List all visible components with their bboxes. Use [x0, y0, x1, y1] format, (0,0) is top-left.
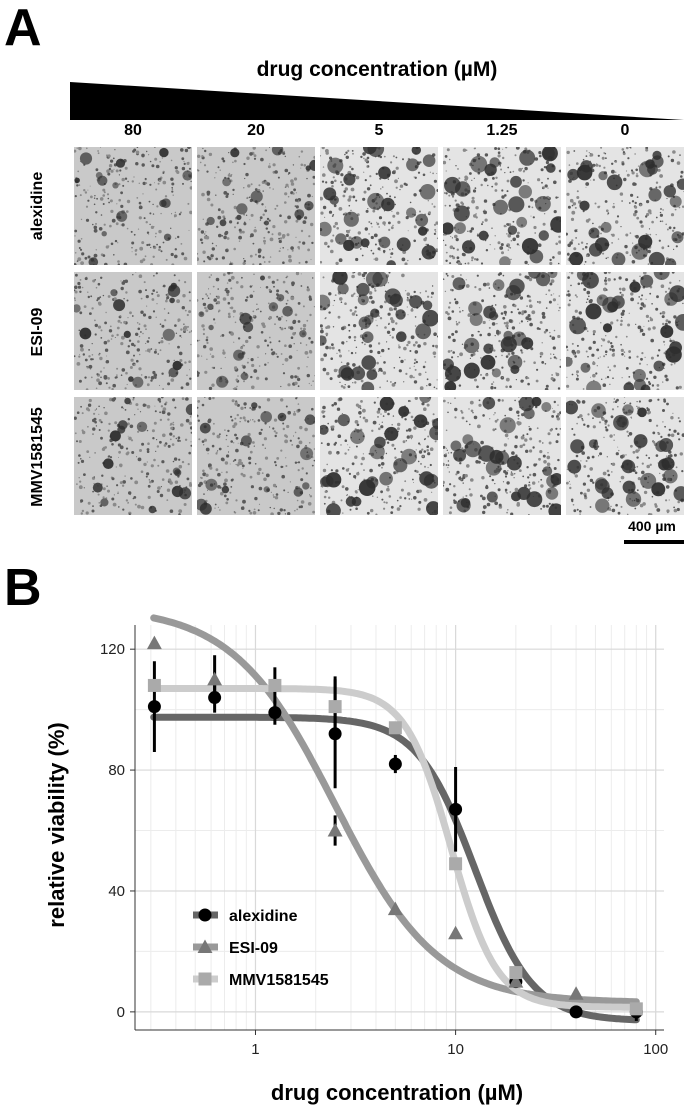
grid-layer	[135, 625, 664, 1030]
y-tick-label: 40	[108, 883, 125, 900]
y-tick-label: 0	[117, 1004, 125, 1021]
micrograph-alexidine-20	[197, 147, 315, 265]
micrograph-mmv1581545-5	[320, 397, 438, 515]
panel-b-letter: B	[4, 559, 42, 617]
micrograph-mmv1581545-80	[74, 397, 192, 515]
micrograph-alexidine-1-25	[443, 147, 561, 265]
micrograph-esi-09-0	[566, 272, 684, 390]
micrograph-mmv1581545-20	[197, 397, 315, 515]
micrograph-alexidine-80	[74, 147, 192, 265]
scale-bar	[624, 540, 684, 544]
viability-chart: 1 10 100 0 40 80 120 alexidine ESI-09 MMV1581545…	[44, 614, 668, 1105]
concentration-wedge	[70, 82, 684, 120]
data-point	[449, 802, 463, 816]
legend-item-mmv1581545: MMV1581545	[193, 972, 329, 989]
micrograph-mmv1581545-1-25	[443, 397, 561, 515]
micrograph-mmv1581545-0	[566, 397, 684, 515]
scale-bar-label: 400 µm	[628, 518, 676, 534]
data-point	[388, 757, 402, 771]
x-tick-label: 1	[251, 1041, 259, 1058]
legend-item-alexidine: alexidine	[193, 908, 298, 925]
data-point	[508, 974, 524, 988]
concentration-label-20: 20	[247, 122, 265, 139]
y-tick-label: 80	[108, 762, 125, 779]
data-point	[147, 700, 161, 714]
micrograph-esi-09-80	[74, 272, 192, 390]
legend-label: MMV1581545	[229, 972, 329, 989]
panel-a-letter: A	[4, 0, 42, 57]
y-axis-title: relative viability (%)	[44, 722, 69, 927]
concentration-label-80: 80	[124, 122, 142, 139]
data-point	[387, 901, 403, 916]
data-point	[568, 986, 584, 1000]
axes: 1 10 100 0 40 80 120	[100, 625, 668, 1058]
legend-label: alexidine	[229, 908, 298, 925]
series-esi-09	[146, 635, 584, 1000]
row-label-alexidine: alexidine	[29, 171, 46, 241]
wedge-title: drug concentration (µM)	[256, 58, 498, 81]
data-point	[268, 678, 282, 692]
data-point	[388, 721, 402, 735]
row-label-mmv1581545: MMV1581545	[29, 407, 46, 507]
data-point	[448, 925, 464, 940]
micrograph-esi-09-1-25	[443, 272, 561, 390]
legend-label: ESI-09	[229, 940, 278, 957]
data-point	[207, 671, 223, 686]
data-point	[327, 823, 343, 837]
concentration-label-1-25: 1.25	[486, 122, 518, 139]
micrograph-esi-09-20	[197, 272, 315, 390]
x-tick-label: 10	[447, 1041, 464, 1058]
micrograph-alexidine-5	[320, 147, 438, 265]
concentration-label-5: 5	[374, 122, 384, 139]
concentration-label-0: 0	[620, 122, 630, 139]
data-point	[147, 678, 161, 692]
legend: alexidine ESI-09 MMV1581545	[193, 908, 329, 989]
row-label-esi-09: ESI-09	[29, 307, 46, 357]
x-tick-label: 100	[643, 1041, 668, 1058]
x-axis-title: drug concentration (µM)	[271, 1080, 523, 1105]
micrograph-alexidine-0	[566, 147, 684, 265]
legend-swatch-marker	[197, 939, 213, 953]
data-point	[509, 966, 523, 980]
series-mmv1581545	[147, 667, 643, 1016]
legend-swatch-marker	[198, 908, 212, 922]
y-tick-label: 120	[100, 641, 125, 658]
data-point	[629, 1002, 643, 1016]
data-points	[146, 635, 643, 1021]
data-point	[569, 1005, 583, 1019]
legend-swatch-marker	[198, 972, 212, 986]
data-point	[328, 700, 342, 714]
data-point	[146, 635, 162, 650]
data-point	[449, 857, 463, 871]
fit-curve-mmv1581545	[150, 685, 640, 1011]
data-point	[268, 706, 282, 720]
legend-item-esi-09: ESI-09	[193, 939, 278, 957]
micrograph-esi-09-5	[320, 272, 438, 390]
